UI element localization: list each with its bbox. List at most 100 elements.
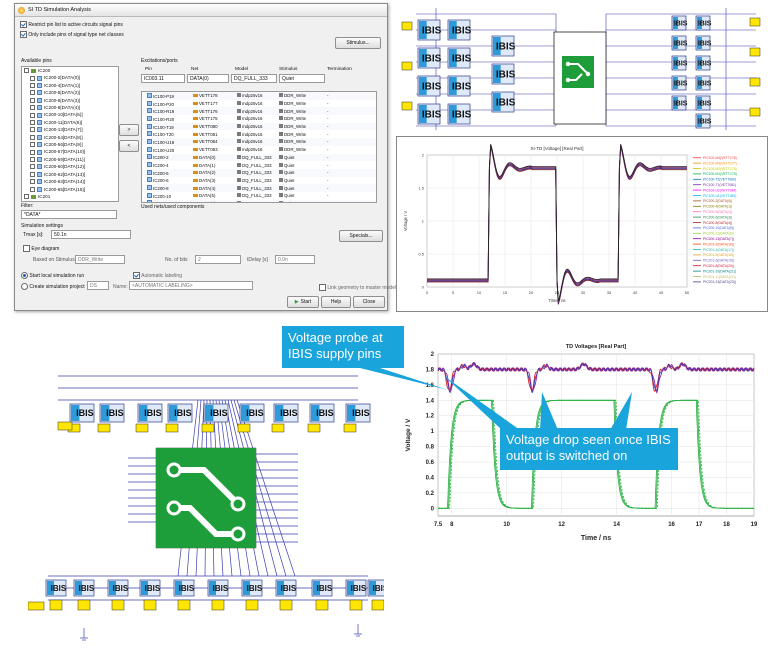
tree-checkbox[interactable] (30, 113, 35, 118)
tree-pin-item[interactable]: IC200-5[DATA(2)] (22, 89, 118, 96)
tree-pin-item[interactable]: IC200-54[DATA(8)] (22, 134, 118, 141)
start-local-radio[interactable] (21, 272, 28, 279)
tree-pin-item[interactable]: IC200-4[DATA(1)] (22, 82, 118, 89)
tree-checkbox[interactable] (24, 194, 29, 199)
tree-checkbox[interactable] (30, 179, 35, 184)
auto-labeling-checkbox[interactable] (133, 272, 140, 279)
tree-pin-item[interactable]: IC200-8[DATA(4)] (22, 104, 118, 111)
pin-icon (147, 101, 152, 106)
add-pin-button[interactable]: > (119, 124, 139, 136)
tree-checkbox[interactable] (30, 127, 35, 132)
tree-pin-item[interactable]: IC200-11[DATA(6)] (22, 119, 118, 126)
eye-diagram-checkbox[interactable] (23, 245, 30, 252)
specials-button[interactable]: Specials... (339, 230, 383, 242)
filter-pin-field[interactable]: IC003.11 (141, 74, 185, 83)
tree-checkbox[interactable] (30, 157, 35, 162)
tree-pin-item[interactable]: IC200-10[DATA(5)] (22, 111, 118, 118)
col-stimulus-header[interactable]: Stimulus (279, 67, 297, 72)
stimulus-button[interactable]: Stimulus... (335, 37, 381, 49)
tree-pin-item[interactable]: IC200-62[DATA(13)] (22, 171, 118, 178)
remove-pin-button[interactable]: < (119, 140, 139, 152)
tree-checkbox[interactable] (30, 76, 35, 81)
svg-text:IBIS: IBIS (145, 584, 161, 593)
restrict-pins-checkbox[interactable] (20, 21, 27, 28)
tree-pin-item[interactable]: IC200-6[DATA(3)] (22, 97, 118, 104)
tree-pin-item[interactable]: IC200-59[DATA(11)] (22, 156, 118, 163)
tree-checkbox[interactable] (30, 164, 35, 169)
stimulus-cell-text: DDR_Write (284, 109, 306, 114)
tree-checkbox[interactable] (30, 187, 35, 192)
start-button[interactable]: ▶ Start (287, 296, 319, 308)
link-geometry-checkbox[interactable] (319, 284, 326, 291)
filter-stimulus-field[interactable]: Quiet (279, 74, 325, 83)
tree-checkbox[interactable] (30, 120, 35, 125)
only-include-option[interactable]: Only include pins of signal type net cla… (20, 31, 124, 38)
tdelay-input[interactable]: 0.0n (275, 255, 315, 264)
tree-checkbox[interactable] (30, 105, 35, 110)
top-plot-y-tick: 1 (422, 219, 425, 224)
tree-checkbox[interactable] (24, 68, 29, 73)
tree-checkbox[interactable] (30, 83, 35, 88)
tree-pin-item[interactable]: IC200-60[DATA(12)] (22, 163, 118, 170)
tree-component-node[interactable]: IC200 (22, 67, 118, 74)
col-pin-header[interactable]: Pin (145, 67, 152, 72)
stimulus-icon (279, 132, 283, 136)
filter-input[interactable]: *DATA* (21, 210, 117, 219)
tree-pin-item[interactable]: IC200-63[DATA(14)] (22, 178, 118, 185)
tree-checkbox[interactable] (30, 135, 35, 140)
close-button[interactable]: Close (353, 296, 385, 308)
tree-checkbox[interactable] (30, 142, 35, 147)
col-termination-header[interactable]: Termination (327, 67, 352, 72)
tree-checkbox[interactable] (30, 98, 35, 103)
col-net-header[interactable]: Net (191, 67, 198, 72)
based-on-select[interactable]: DDR_Write (75, 255, 125, 264)
tree-pin-item[interactable]: IC200-13[DATA(7)] (22, 126, 118, 133)
tmax-input[interactable]: 50.1n (51, 230, 131, 239)
help-button[interactable]: Help (321, 296, 351, 308)
tree-pin-item[interactable]: IC200-65[DATA(15)] (22, 186, 118, 193)
tree-pin-item[interactable]: IC200-56[DATA(9)] (22, 141, 118, 148)
only-include-checkbox[interactable] (20, 31, 27, 38)
no-bits-input[interactable]: 2 (195, 255, 241, 264)
svg-text:IBIS: IBIS (698, 119, 712, 126)
create-project-radio[interactable] (21, 283, 28, 290)
project-type-select[interactable]: DS (87, 281, 109, 290)
tree-pin-item[interactable]: IC200-57[DATA(10)] (22, 148, 118, 155)
tree-component-node[interactable]: IC201 (22, 193, 118, 200)
start-local-option[interactable]: Start local simulation run (21, 272, 84, 279)
filter-net-field[interactable]: DATA(0) (187, 74, 229, 83)
auto-labeling-option[interactable]: Automatic labeling (133, 272, 182, 279)
filter-model-field[interactable]: DQ_FULL_333 (231, 74, 277, 83)
tree-checkbox[interactable] (30, 172, 35, 177)
tree-pin-item[interactable]: IC200-2[DATA(0)] (22, 74, 118, 81)
col-model-header[interactable]: Model (235, 67, 248, 72)
name-input[interactable]: <AUTOMATIC LABELING> (129, 281, 253, 290)
eye-diagram-option[interactable]: Eye diagram (23, 245, 59, 252)
tree-pin-item[interactable]: IC201-2[DATA(16)] (22, 200, 118, 202)
tree-checkbox[interactable] (30, 90, 35, 95)
model-cell: mdp25v16 (237, 132, 279, 137)
link-geometry-option[interactable]: Link geometry to master model (319, 284, 396, 291)
tree-checkbox[interactable] (30, 150, 35, 155)
restrict-pins-option[interactable]: Restrict pin list to active circuits sig… (20, 21, 123, 28)
create-project-option[interactable]: Create simulation project (21, 283, 85, 290)
ibis-block: IBIS (448, 20, 472, 40)
pin-cell-text: IC200-10 (153, 194, 171, 199)
